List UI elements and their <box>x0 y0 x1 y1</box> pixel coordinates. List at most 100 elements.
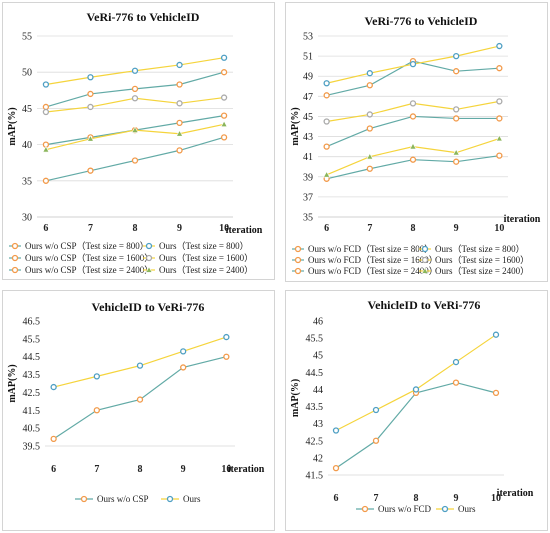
data-point <box>42 145 50 153</box>
data-point <box>87 74 94 81</box>
legend-item: Ours（Test size = 1600） <box>143 253 253 263</box>
x-tick-label: 9 <box>181 464 186 475</box>
legend-item: Ours w/o FCD（Test size = 1600） <box>292 255 438 265</box>
x-tick-label: 6 <box>324 223 329 234</box>
data-point <box>492 331 500 338</box>
data-point <box>332 427 340 434</box>
legend-swatch-marker <box>361 505 369 513</box>
legend-label: Ours（Test size = 1600） <box>435 255 529 265</box>
data-point <box>409 113 417 120</box>
y-tick-label: 51 <box>303 52 313 63</box>
data-point <box>366 152 374 160</box>
data-point <box>409 142 417 150</box>
data-point <box>93 407 100 414</box>
y-tick-label: 39 <box>303 172 313 183</box>
x-tick-label: 6 <box>43 223 48 234</box>
legend-swatch-marker <box>80 495 88 503</box>
data-point <box>323 80 330 87</box>
y-tick-label: 35 <box>303 213 313 224</box>
data-point <box>366 70 373 77</box>
data-point <box>412 386 420 393</box>
y-tick-label: 45 <box>22 104 32 115</box>
legend-label: Ours（Test size = 1600） <box>159 253 253 263</box>
series-5 <box>42 120 228 153</box>
y-axis-label: mAP(%) <box>7 107 18 145</box>
data-point <box>223 333 230 341</box>
x-tick-label: 7 <box>374 493 379 504</box>
data-point <box>136 396 144 403</box>
series-0 <box>42 69 228 111</box>
data-point <box>220 69 228 76</box>
data-point <box>220 54 228 61</box>
data-point <box>366 111 373 118</box>
series-1 <box>323 42 503 87</box>
data-point <box>131 157 139 164</box>
chart-title: VeRi-776 to VehicleID <box>87 10 200 24</box>
data-point <box>50 435 57 443</box>
legend-swatch-marker <box>294 256 302 264</box>
series-1 <box>332 331 500 434</box>
data-point <box>332 465 340 472</box>
series-3 <box>42 94 228 116</box>
x-tick-label: 10 <box>221 464 231 475</box>
legend-item: Ours <box>436 504 476 514</box>
y-tick-label: 50 <box>22 68 32 79</box>
y-tick-label: 41.5 <box>23 406 41 417</box>
series-4 <box>323 152 503 182</box>
series-1 <box>42 54 228 88</box>
series-4 <box>42 134 228 184</box>
y-axis-label: mAP(%) <box>290 379 301 417</box>
legend-item: Ours（Test size = 800） <box>419 244 525 254</box>
y-tick-label: 30 <box>22 213 32 224</box>
data-point <box>131 67 139 74</box>
legend-label: Ours（Test size = 800） <box>435 244 525 254</box>
x-tick-label: 10 <box>219 223 229 234</box>
legend: Ours w/o FCD Ours <box>356 504 476 514</box>
x-tick-label: 9 <box>454 493 459 504</box>
data-point <box>496 115 503 122</box>
legend-swatch-marker <box>11 242 19 250</box>
legend-swatch-marker <box>294 245 302 253</box>
legend-item: Ours <box>161 494 201 504</box>
y-tick-label: 49 <box>303 72 313 83</box>
data-point <box>220 112 228 119</box>
data-point <box>409 100 417 107</box>
data-point <box>496 152 503 159</box>
data-point <box>180 364 187 371</box>
y-tick-label: 44.5 <box>23 352 41 363</box>
data-point <box>87 167 94 174</box>
data-point <box>176 81 183 88</box>
legend-label: Ours w/o CSP（Test size = 800） <box>25 241 149 251</box>
data-point <box>372 437 380 444</box>
legend-item: Ours（Test size = 2400） <box>143 265 253 275</box>
y-tick-label: 45.5 <box>23 334 41 345</box>
data-point <box>131 126 139 133</box>
data-point <box>42 177 50 184</box>
series-5 <box>323 134 503 178</box>
y-tick-label: 46 <box>313 317 323 328</box>
series-1 <box>50 333 230 391</box>
x-axis-label: iteration <box>497 488 534 499</box>
y-tick-label: 43.5 <box>306 402 324 413</box>
legend-item: Ours w/o CSP（Test size = 2400） <box>9 265 153 275</box>
legend-swatch-marker <box>145 242 153 250</box>
data-point <box>87 90 94 98</box>
legend-swatch-marker <box>294 267 302 275</box>
chart-panel-bottom-right: VehicleID to VeRi-776 41.5 42 42.5 43 43.5 44 4… <box>285 290 548 531</box>
x-tick-label: 7 <box>88 223 93 234</box>
series-2 <box>323 113 503 150</box>
x-tick-label: 8 <box>414 493 419 504</box>
data-point <box>42 81 50 88</box>
x-tick-label: 10 <box>491 493 501 504</box>
y-tick-label: 45 <box>313 351 323 362</box>
data-point <box>452 148 460 156</box>
y-tick-label: 43 <box>303 132 313 143</box>
y-tick-label: 42.5 <box>23 388 41 399</box>
x-tick-label: 8 <box>138 464 143 475</box>
y-tick-label: 53 <box>303 32 313 43</box>
chart-svg: VehicleID to VeRi-776 41.5 42 42.5 43 43.5 44 4… <box>290 298 534 514</box>
data-point <box>176 119 183 127</box>
legend-item: Ours（Test size = 2400） <box>419 266 529 276</box>
chart-title: VeRi-776 to VehicleID <box>365 14 478 28</box>
legend-label: Ours <box>183 494 201 504</box>
